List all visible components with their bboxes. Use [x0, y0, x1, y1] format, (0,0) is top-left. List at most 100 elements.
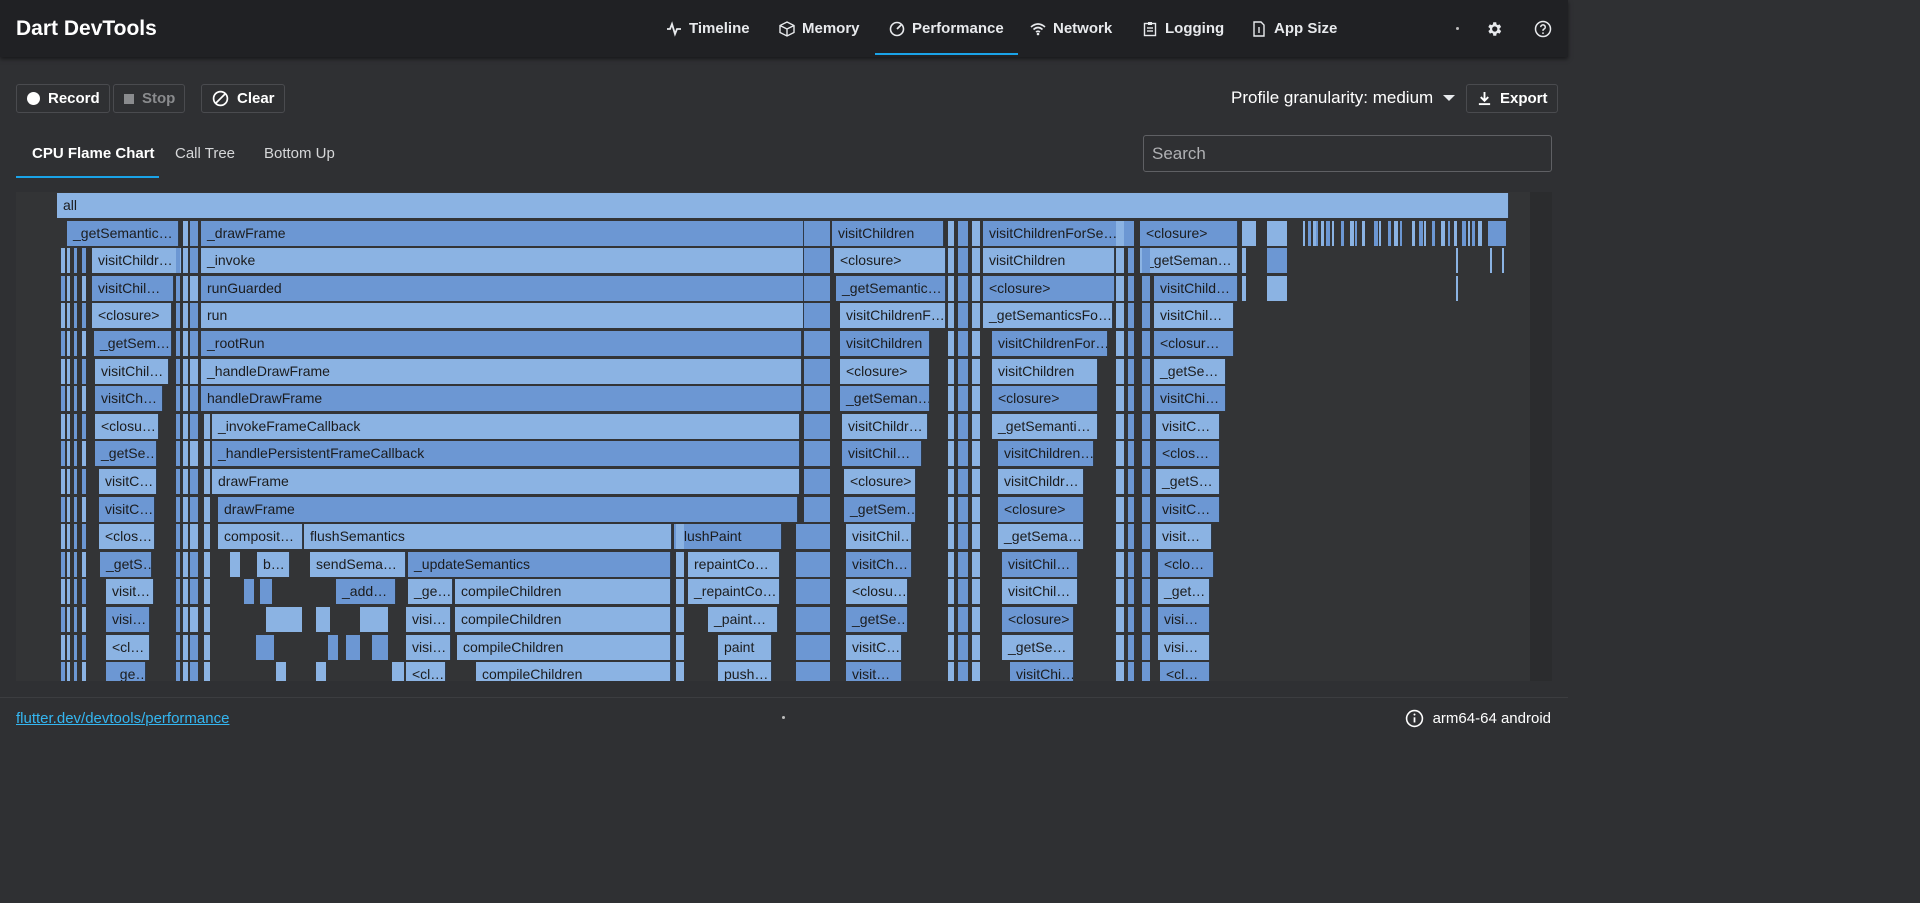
flame-node[interactable] — [972, 275, 980, 301]
flame-node[interactable]: <closure> — [92, 303, 172, 329]
flame-node[interactable] — [82, 524, 86, 550]
flame-node[interactable]: visitCh… — [846, 551, 912, 577]
flame-node[interactable] — [190, 469, 198, 494]
tab-cpu-flame-chart[interactable]: CPU Flame Chart — [32, 145, 155, 162]
flame-node[interactable] — [1142, 331, 1150, 356]
flame-node[interactable] — [204, 469, 210, 494]
flame-node[interactable] — [346, 634, 360, 660]
flame-node[interactable] — [972, 386, 980, 412]
flame-node[interactable] — [82, 441, 86, 467]
flame-node[interactable] — [948, 551, 954, 577]
flame-node[interactable] — [82, 358, 86, 384]
flame-node[interactable] — [183, 358, 188, 384]
flame-node[interactable]: visitChi… — [1010, 662, 1074, 681]
flame-node[interactable] — [676, 524, 684, 550]
flame-node[interactable] — [176, 579, 180, 605]
flame-node[interactable] — [1332, 220, 1334, 246]
flame-node[interactable] — [230, 551, 240, 577]
flame-node[interactable] — [1128, 579, 1134, 605]
flame-node[interactable] — [1412, 220, 1415, 246]
flame-node[interactable]: visitC… — [99, 469, 157, 494]
flame-node[interactable]: paint — [718, 634, 772, 660]
flame-node[interactable] — [1116, 413, 1124, 439]
flame-node[interactable] — [972, 469, 980, 494]
flame-node[interactable] — [67, 551, 70, 577]
flame-node[interactable] — [1128, 275, 1134, 301]
flame-node[interactable]: compileChildren — [476, 662, 671, 681]
flame-node[interactable] — [67, 662, 70, 681]
flame-node[interactable]: _getSeman… — [840, 386, 930, 412]
flame-node[interactable] — [61, 413, 65, 439]
flame-node[interactable] — [1128, 607, 1134, 632]
flame-node[interactable] — [948, 248, 954, 274]
flame-node[interactable] — [176, 441, 180, 467]
flame-node[interactable]: <closure> — [840, 358, 930, 384]
tab-performance[interactable]: Performance — [875, 0, 1018, 57]
flame-node[interactable] — [61, 331, 65, 356]
flame-node[interactable] — [316, 607, 330, 632]
flame-node[interactable] — [61, 386, 65, 412]
flame-node[interactable] — [972, 220, 980, 246]
flame-node[interactable]: visitChil… — [1154, 303, 1234, 329]
flame-node[interactable] — [316, 662, 326, 681]
flame-node[interactable] — [972, 303, 980, 329]
flame-node[interactable]: visit… — [846, 662, 902, 681]
flame-node[interactable] — [183, 607, 188, 632]
export-button[interactable]: Export — [1466, 84, 1558, 113]
flame-node[interactable]: _getSe… — [1002, 634, 1074, 660]
flame-node[interactable] — [67, 275, 70, 301]
flame-node[interactable] — [958, 220, 968, 246]
flame-node[interactable] — [1128, 413, 1134, 439]
flame-node[interactable]: _getSeman… — [1140, 248, 1238, 274]
flame-node[interactable] — [61, 551, 65, 577]
flame-node[interactable] — [74, 469, 77, 494]
flame-node[interactable] — [1142, 413, 1150, 439]
cpu-flame-chart[interactable]: all _getSemantic… visitChildr… visitChil… <c… — [16, 192, 1552, 681]
flame-node[interactable] — [67, 413, 70, 439]
flame-node[interactable] — [74, 248, 77, 274]
flame-node[interactable]: _invokeFrameCallback — [212, 413, 800, 439]
flame-node[interactable] — [1142, 551, 1150, 577]
flame-node[interactable]: visit… — [1156, 524, 1212, 550]
flame-node[interactable] — [392, 662, 404, 681]
flame-node[interactable] — [972, 248, 980, 274]
flame-node[interactable] — [1116, 220, 1124, 246]
flame-node[interactable] — [176, 469, 180, 494]
flame-node[interactable]: _getSemantic… — [836, 275, 946, 301]
flame-node[interactable] — [1341, 220, 1344, 246]
flame-node[interactable] — [972, 551, 980, 577]
flame-node[interactable] — [1468, 220, 1470, 246]
tab-bottom-up[interactable]: Bottom Up — [264, 145, 335, 162]
flame-node[interactable] — [972, 634, 980, 660]
flame-node[interactable]: visitChil… — [92, 275, 174, 301]
flame-node[interactable] — [190, 331, 198, 356]
clear-button[interactable]: Clear — [201, 84, 285, 113]
flame-node[interactable] — [74, 634, 77, 660]
flame-node[interactable]: _updateSemantics — [408, 551, 671, 577]
flame-node[interactable] — [67, 248, 70, 274]
flame-node[interactable] — [958, 469, 968, 494]
flame-node[interactable]: visitCh… — [95, 386, 163, 412]
flame-node[interactable] — [67, 469, 70, 494]
tab-call-tree[interactable]: Call Tree — [175, 145, 236, 162]
flame-node[interactable] — [676, 579, 684, 605]
tab-network[interactable]: Network — [1030, 0, 1112, 57]
flame-node[interactable]: _handlePersistentFrameCallback — [212, 441, 800, 467]
flame-node[interactable] — [1374, 220, 1378, 246]
flame-node[interactable] — [74, 607, 77, 632]
flame-node[interactable] — [372, 634, 388, 660]
flame-node[interactable] — [1116, 524, 1124, 550]
flame-node[interactable]: b… — [257, 551, 290, 577]
flame-node[interactable] — [74, 303, 77, 329]
flame-node[interactable] — [1267, 248, 1287, 274]
flame-node[interactable] — [1478, 220, 1482, 246]
flame-node[interactable] — [1488, 220, 1506, 246]
flame-node[interactable] — [183, 496, 188, 522]
flame-node[interactable]: <closu… — [95, 413, 159, 439]
flame-node[interactable]: _getSemanti… — [992, 413, 1098, 439]
flame-node[interactable] — [176, 386, 180, 412]
flame-node[interactable] — [190, 248, 198, 274]
flame-node[interactable] — [1456, 248, 1458, 274]
flame-node[interactable] — [183, 303, 188, 329]
tab-timeline[interactable]: Timeline — [666, 0, 750, 57]
